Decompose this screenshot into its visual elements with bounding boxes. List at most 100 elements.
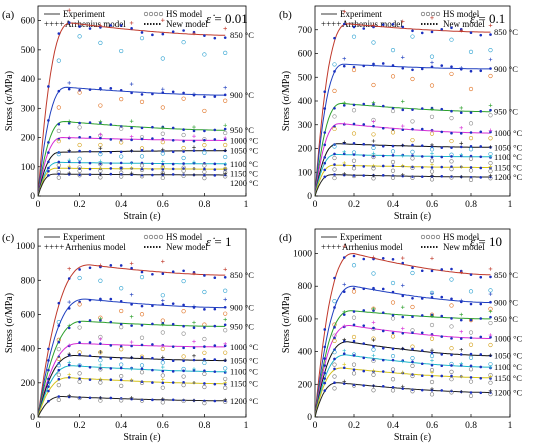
hs-model-point <box>410 138 415 143</box>
panel-b: 0 0.2 0.4 0.6 0.8 1 0 100 200 300 400 500 600 700 Stra… <box>279 5 523 222</box>
hs-model-point <box>449 369 454 374</box>
arrhenius-model-point <box>342 140 347 145</box>
new-model-point <box>440 389 444 392</box>
new-model-point <box>469 318 473 322</box>
hs-model-point <box>119 347 124 352</box>
series-1150 <box>314 362 493 418</box>
experiment-curve <box>37 86 226 197</box>
arrhenius-model-point <box>488 23 493 28</box>
x-tick-label: 0.6 <box>157 200 169 210</box>
hs-model-point <box>332 114 337 119</box>
new-model-point <box>401 128 405 132</box>
temperature-label: 1100 °C <box>494 152 522 162</box>
new-model-point <box>469 302 473 306</box>
new-model-point <box>99 26 102 29</box>
legend-hs-label: HS model <box>443 9 480 19</box>
hs-model-point <box>139 312 145 317</box>
new-model-point <box>450 109 453 113</box>
hs-model-point <box>449 138 454 144</box>
new-model-point <box>440 155 444 159</box>
new-model-point <box>362 257 366 261</box>
new-model-point <box>362 287 366 291</box>
arrhenius-model-point <box>342 101 347 105</box>
new-model-point <box>323 345 327 349</box>
legend-hs-label: HS model <box>443 232 480 242</box>
arrhenius-model-point <box>459 374 464 379</box>
hs-model-point <box>98 278 103 283</box>
arrhenius-model-point <box>342 161 347 165</box>
arrhenius-model-point <box>129 119 134 124</box>
arrhenius-model-point <box>400 124 405 128</box>
new-model-point <box>489 335 492 339</box>
legend-arrhenius-marker: ++++ <box>44 242 64 252</box>
hs-model-point <box>371 145 376 150</box>
new-model-point <box>47 141 50 144</box>
new-model-point <box>78 377 81 381</box>
new-model-point <box>203 369 206 372</box>
new-model-point <box>333 163 336 166</box>
arrhenius-model-point <box>342 9 347 14</box>
arrhenius-model-point <box>488 103 493 108</box>
hs-model-point <box>332 88 337 93</box>
new-model-point <box>362 154 366 157</box>
y-tick-label: 200 <box>21 379 36 389</box>
arrhenius-model-point <box>161 397 165 401</box>
temperature-label: 1050 °C <box>230 356 259 366</box>
arrhenius-model-point <box>488 353 493 357</box>
hs-model-point <box>468 49 474 54</box>
new-model-point <box>67 326 71 330</box>
hs-model-point <box>223 311 228 316</box>
new-model-point <box>362 27 366 30</box>
new-model-point <box>151 168 154 171</box>
arrhenius-model-point <box>129 355 134 360</box>
x-axis-label: Strain (ε) <box>394 211 431 222</box>
new-model-point <box>161 272 165 276</box>
series-1050 <box>37 350 228 418</box>
hs-model-point <box>488 288 493 293</box>
x-tick-label: 0.4 <box>387 421 399 431</box>
new-model-point <box>88 354 92 358</box>
arrhenius-model-point <box>161 159 165 164</box>
hs-model-point <box>390 108 396 114</box>
new-model-point <box>182 128 185 131</box>
new-model-point <box>489 33 492 36</box>
new-model-point <box>411 108 414 111</box>
hs-model-point <box>488 113 493 118</box>
hs-model-point <box>332 299 337 304</box>
arrhenius-model-point <box>371 320 376 325</box>
new-model-point <box>381 154 385 158</box>
new-model-point <box>450 267 453 271</box>
hs-model-point <box>351 158 357 163</box>
hs-model-point <box>119 97 124 102</box>
legend: Experiment HS model ++++ Arrhenius model New… <box>321 232 485 252</box>
new-model-point <box>362 123 366 126</box>
new-model-point <box>203 274 206 277</box>
new-model-point <box>381 384 385 388</box>
hs-model-point <box>351 34 357 39</box>
arrhenius-model-point <box>192 353 196 358</box>
hs-model-point <box>202 336 207 342</box>
hs-model-point <box>449 390 454 395</box>
hs-model-point <box>119 383 124 388</box>
new-model-point <box>459 132 463 135</box>
new-model-point <box>88 266 92 270</box>
new-model-point <box>88 161 92 165</box>
hs-model-point <box>390 130 396 135</box>
arrhenius-model-point <box>430 128 434 133</box>
arrhenius-model-point <box>371 100 376 105</box>
hs-model-point <box>390 280 396 286</box>
hs-model-point <box>468 168 474 173</box>
arrhenius-model-point <box>98 396 103 400</box>
arrhenius-model-point <box>488 128 493 133</box>
hs-model-point <box>77 395 82 401</box>
new-model-point <box>130 303 133 306</box>
hs-model-point <box>488 160 493 166</box>
arrhenius-model-point <box>192 31 196 36</box>
new-model-point <box>119 125 123 128</box>
hs-model-point <box>223 328 228 333</box>
new-model-point <box>430 30 434 34</box>
x-tick-label: 0.4 <box>115 200 127 210</box>
new-model-point <box>333 326 336 329</box>
arrhenius-model-point <box>430 143 434 147</box>
